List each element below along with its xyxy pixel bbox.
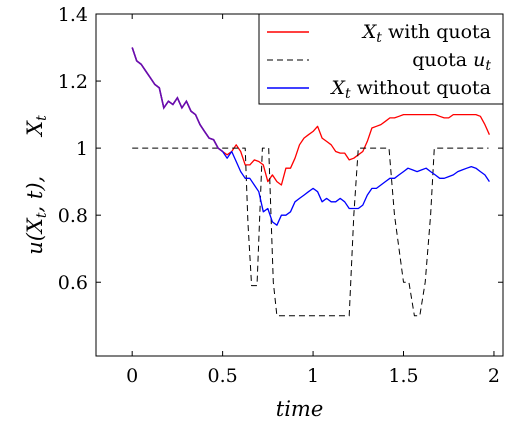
x-tick-label: 1: [307, 365, 319, 387]
legend-label-part: t: [485, 58, 491, 74]
y-tick-label: 0.6: [58, 272, 88, 294]
y-tick-label: 1.2: [58, 71, 88, 93]
legend-box: [258, 13, 504, 105]
x-tick-label: 1.5: [388, 365, 418, 387]
y-label-part: t: [34, 212, 50, 218]
y-axis-ticks: 0.6 0.8 1 1.2 1.4: [58, 4, 503, 294]
series-overlap-segment: [131, 47, 224, 153]
legend-label-0: Xt with quota: [361, 21, 491, 46]
y-tick-label: 1.4: [58, 4, 88, 26]
series-line-1: [132, 147, 489, 317]
legend-label-part: X: [361, 21, 378, 43]
y-label-part: , t),: [23, 176, 47, 213]
legend-label-part: quota: [412, 49, 473, 71]
legend-label-part: X: [329, 77, 346, 99]
plot-lines: [131, 47, 490, 317]
legend-label-part: t: [345, 86, 351, 102]
legend-label-part: u: [473, 49, 485, 71]
legend-label-part: with quota: [382, 21, 491, 43]
legend-label-part: without quota: [351, 77, 491, 99]
legend-label-part: t: [376, 30, 382, 46]
y-tick-label: 0.8: [58, 205, 88, 227]
y-axis-label: u(Xt, t),Xt: [23, 115, 50, 255]
legend-label-1: quota ut: [412, 49, 491, 74]
y-label-part: u(X: [23, 217, 47, 255]
y-tick-label: 1: [76, 138, 88, 160]
x-axis-ticks: 0 0.5 1 1.5 2: [126, 14, 500, 387]
y-label-part: t: [34, 115, 50, 121]
x-tick-label: 2: [488, 365, 500, 387]
x-axis-label: time: [276, 397, 324, 421]
x-tick-label: 0: [126, 365, 138, 387]
x-tick-label: 0.5: [208, 365, 238, 387]
legend-label-2: Xt without quota: [329, 77, 491, 102]
y-label-part: X: [23, 120, 47, 138]
